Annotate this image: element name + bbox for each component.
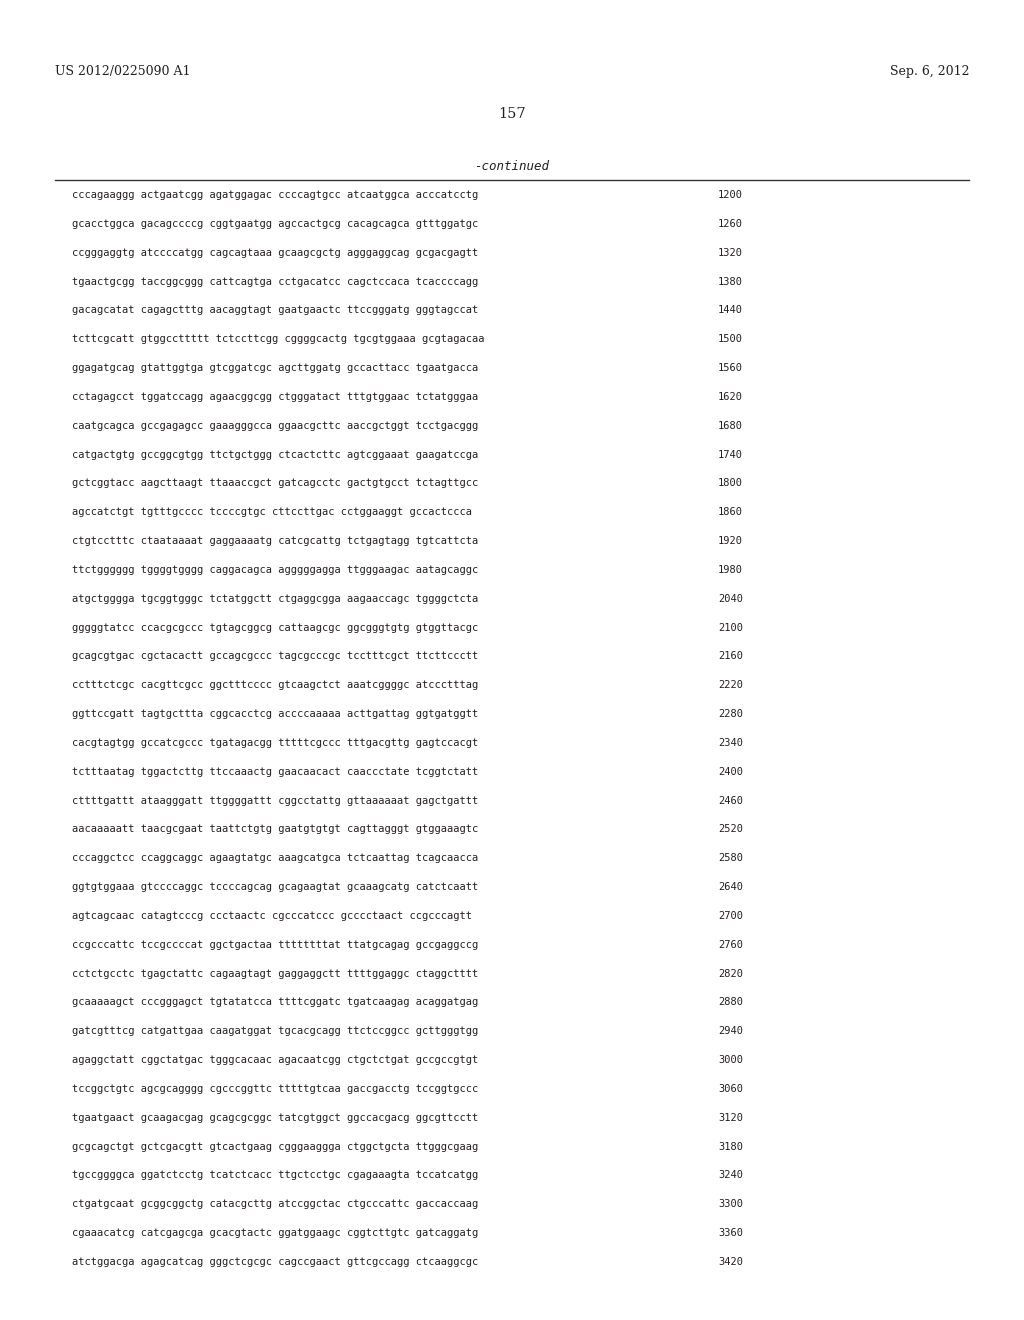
- Text: tccggctgtc agcgcagggg cgcccggttc tttttgtcaa gaccgacctg tccggtgccc: tccggctgtc agcgcagggg cgcccggttc tttttgt…: [72, 1084, 478, 1094]
- Text: ttctgggggg tggggtgggg caggacagca agggggagga ttgggaagac aatagcaggc: ttctgggggg tggggtgggg caggacagca aggggga…: [72, 565, 478, 576]
- Text: Sep. 6, 2012: Sep. 6, 2012: [890, 65, 969, 78]
- Text: ggagatgcag gtattggtga gtcggatcgc agcttggatg gccacttacc tgaatgacca: ggagatgcag gtattggtga gtcggatcgc agcttgg…: [72, 363, 478, 374]
- Text: tgaatgaact gcaagacgag gcagcgcggc tatcgtggct ggccacgacg ggcgttcctt: tgaatgaact gcaagacgag gcagcgcggc tatcgtg…: [72, 1113, 478, 1123]
- Text: cgaaacatcg catcgagcga gcacgtactc ggatggaagc cggtcttgtc gatcaggatg: cgaaacatcg catcgagcga gcacgtactc ggatgga…: [72, 1228, 478, 1238]
- Text: 2460: 2460: [718, 796, 743, 805]
- Text: 1440: 1440: [718, 305, 743, 315]
- Text: US 2012/0225090 A1: US 2012/0225090 A1: [55, 65, 190, 78]
- Text: cctagagcct tggatccagg agaacggcgg ctgggatact tttgtggaac tctatgggaa: cctagagcct tggatccagg agaacggcgg ctgggat…: [72, 392, 478, 401]
- Text: atctggacga agagcatcag gggctcgcgc cagccgaact gttcgccagg ctcaaggcgc: atctggacga agagcatcag gggctcgcgc cagccga…: [72, 1257, 478, 1267]
- Text: 3360: 3360: [718, 1228, 743, 1238]
- Text: 1920: 1920: [718, 536, 743, 546]
- Text: ctgatgcaat gcggcggctg catacgcttg atccggctac ctgcccattc gaccaccaag: ctgatgcaat gcggcggctg catacgcttg atccggc…: [72, 1200, 478, 1209]
- Text: 2580: 2580: [718, 853, 743, 863]
- Text: tctttaatag tggactcttg ttccaaactg gaacaacact caaccctate tcggtctatt: tctttaatag tggactcttg ttccaaactg gaacaac…: [72, 767, 478, 776]
- Text: 2220: 2220: [718, 680, 743, 690]
- Text: 3300: 3300: [718, 1200, 743, 1209]
- Text: agtcagcaac catagtcccg ccctaactc cgcccatccc gcccctaact ccgcccagtt: agtcagcaac catagtcccg ccctaactc cgcccatc…: [72, 911, 472, 921]
- Text: 1260: 1260: [718, 219, 743, 228]
- Text: gctcggtacc aagcttaagt ttaaaccgct gatcagcctc gactgtgcct tctagttgcc: gctcggtacc aagcttaagt ttaaaccgct gatcagc…: [72, 478, 478, 488]
- Text: 2340: 2340: [718, 738, 743, 748]
- Text: tgccggggca ggatctcctg tcatctcacc ttgctcctgc cgagaaagta tccatcatgg: tgccggggca ggatctcctg tcatctcacc ttgctcc…: [72, 1171, 478, 1180]
- Text: agccatctgt tgtttgcccc tccccgtgc cttccttgac cctggaaggt gccactccca: agccatctgt tgtttgcccc tccccgtgc cttccttg…: [72, 507, 472, 517]
- Text: 1680: 1680: [718, 421, 743, 430]
- Text: 3000: 3000: [718, 1055, 743, 1065]
- Text: ggtgtggaaa gtccccaggc tccccagcag gcagaagtat gcaaagcatg catctcaatt: ggtgtggaaa gtccccaggc tccccagcag gcagaag…: [72, 882, 478, 892]
- Text: gacagcatat cagagctttg aacaggtagt gaatgaactc ttccgggatg gggtagccat: gacagcatat cagagctttg aacaggtagt gaatgaa…: [72, 305, 478, 315]
- Text: gggggtatcc ccacgcgccc tgtagcggcg cattaagcgc ggcgggtgtg gtggttacgc: gggggtatcc ccacgcgccc tgtagcggcg cattaag…: [72, 623, 478, 632]
- Text: caatgcagca gccgagagcc gaaagggcca ggaacgcttc aaccgctggt tcctgacggg: caatgcagca gccgagagcc gaaagggcca ggaacgc…: [72, 421, 478, 430]
- Text: ctgtcctttc ctaataaaat gaggaaaatg catcgcattg tctgagtagg tgtcattcta: ctgtcctttc ctaataaaat gaggaaaatg catcgca…: [72, 536, 478, 546]
- Text: gcagcgtgac cgctacactt gccagcgccc tagcgcccgc tcctttcgct ttcttccctt: gcagcgtgac cgctacactt gccagcgccc tagcgcc…: [72, 651, 478, 661]
- Text: 1620: 1620: [718, 392, 743, 401]
- Text: 1800: 1800: [718, 478, 743, 488]
- Text: 3420: 3420: [718, 1257, 743, 1267]
- Text: 2100: 2100: [718, 623, 743, 632]
- Text: 2700: 2700: [718, 911, 743, 921]
- Text: 2820: 2820: [718, 969, 743, 978]
- Text: cccaggctcc ccaggcaggc agaagtatgc aaagcatgca tctcaattag tcagcaacca: cccaggctcc ccaggcaggc agaagtatgc aaagcat…: [72, 853, 478, 863]
- Text: cttttgattt ataagggatt ttggggattt cggcctattg gttaaaaaat gagctgattt: cttttgattt ataagggatt ttggggattt cggccta…: [72, 796, 478, 805]
- Text: catgactgtg gccggcgtgg ttctgctggg ctcactcttc agtcggaaat gaagatccga: catgactgtg gccggcgtgg ttctgctggg ctcactc…: [72, 450, 478, 459]
- Text: atgctgggga tgcggtgggc tctatggctt ctgaggcgga aagaaccagc tggggctcta: atgctgggga tgcggtgggc tctatggctt ctgaggc…: [72, 594, 478, 603]
- Text: 2040: 2040: [718, 594, 743, 603]
- Text: cctttctcgc cacgttcgcc ggctttcccc gtcaagctct aaatcggggc atccctttag: cctttctcgc cacgttcgcc ggctttcccc gtcaagc…: [72, 680, 478, 690]
- Text: ccgggaggtg atccccatgg cagcagtaaa gcaagcgctg agggaggcag gcgacgagtt: ccgggaggtg atccccatgg cagcagtaaa gcaagcg…: [72, 248, 478, 257]
- Text: 3180: 3180: [718, 1142, 743, 1151]
- Text: 2940: 2940: [718, 1026, 743, 1036]
- Text: tgaactgcgg taccggcggg cattcagtga cctgacatcc cagctccaca tcaccccagg: tgaactgcgg taccggcggg cattcagtga cctgaca…: [72, 276, 478, 286]
- Text: cccagaaggg actgaatcgg agatggagac ccccagtgcc atcaatggca acccatcctg: cccagaaggg actgaatcgg agatggagac ccccagt…: [72, 190, 478, 201]
- Text: gcgcagctgt gctcgacgtt gtcactgaag cgggaaggga ctggctgcta ttgggcgaag: gcgcagctgt gctcgacgtt gtcactgaag cgggaag…: [72, 1142, 478, 1151]
- Text: 1320: 1320: [718, 248, 743, 257]
- Text: ccgcccattc tccgccccat ggctgactaa ttttttttat ttatgcagag gccgaggccg: ccgcccattc tccgccccat ggctgactaa ttttttt…: [72, 940, 478, 950]
- Text: 2280: 2280: [718, 709, 743, 719]
- Text: 157: 157: [499, 107, 525, 121]
- Text: gcaaaaagct cccgggagct tgtatatcca ttttcggatc tgatcaagag acaggatgag: gcaaaaagct cccgggagct tgtatatcca ttttcgg…: [72, 998, 478, 1007]
- Text: 2640: 2640: [718, 882, 743, 892]
- Text: 2760: 2760: [718, 940, 743, 950]
- Text: 1380: 1380: [718, 276, 743, 286]
- Text: 2160: 2160: [718, 651, 743, 661]
- Text: tcttcgcatt gtggccttttt tctccttcgg cggggcactg tgcgtggaaa gcgtagacaa: tcttcgcatt gtggccttttt tctccttcgg cggggc…: [72, 334, 484, 345]
- Text: agaggctatt cggctatgac tgggcacaac agacaatcgg ctgctctgat gccgccgtgt: agaggctatt cggctatgac tgggcacaac agacaat…: [72, 1055, 478, 1065]
- Text: aacaaaaatt taacgcgaat taattctgtg gaatgtgtgt cagttagggt gtggaaagtc: aacaaaaatt taacgcgaat taattctgtg gaatgtg…: [72, 825, 478, 834]
- Text: cacgtagtgg gccatcgccc tgatagacgg tttttcgccc tttgacgttg gagtccacgt: cacgtagtgg gccatcgccc tgatagacgg tttttcg…: [72, 738, 478, 748]
- Text: 3240: 3240: [718, 1171, 743, 1180]
- Text: 1860: 1860: [718, 507, 743, 517]
- Text: gatcgtttcg catgattgaa caagatggat tgcacgcagg ttctccggcc gcttgggtgg: gatcgtttcg catgattgaa caagatggat tgcacgc…: [72, 1026, 478, 1036]
- Text: -continued: -continued: [474, 160, 550, 173]
- Text: 3120: 3120: [718, 1113, 743, 1123]
- Text: 1740: 1740: [718, 450, 743, 459]
- Text: 1560: 1560: [718, 363, 743, 374]
- Text: 1500: 1500: [718, 334, 743, 345]
- Text: ggttccgatt tagtgcttta cggcacctcg accccaaaaa acttgattag ggtgatggtt: ggttccgatt tagtgcttta cggcacctcg accccaa…: [72, 709, 478, 719]
- Text: 1200: 1200: [718, 190, 743, 201]
- Text: 1980: 1980: [718, 565, 743, 576]
- Text: 3060: 3060: [718, 1084, 743, 1094]
- Text: 2520: 2520: [718, 825, 743, 834]
- Text: 2880: 2880: [718, 998, 743, 1007]
- Text: 2400: 2400: [718, 767, 743, 776]
- Text: gcacctggca gacagccccg cggtgaatgg agccactgcg cacagcagca gtttggatgc: gcacctggca gacagccccg cggtgaatgg agccact…: [72, 219, 478, 228]
- Text: cctctgcctc tgagctattc cagaagtagt gaggaggctt ttttggaggc ctaggctttt: cctctgcctc tgagctattc cagaagtagt gaggagg…: [72, 969, 478, 978]
